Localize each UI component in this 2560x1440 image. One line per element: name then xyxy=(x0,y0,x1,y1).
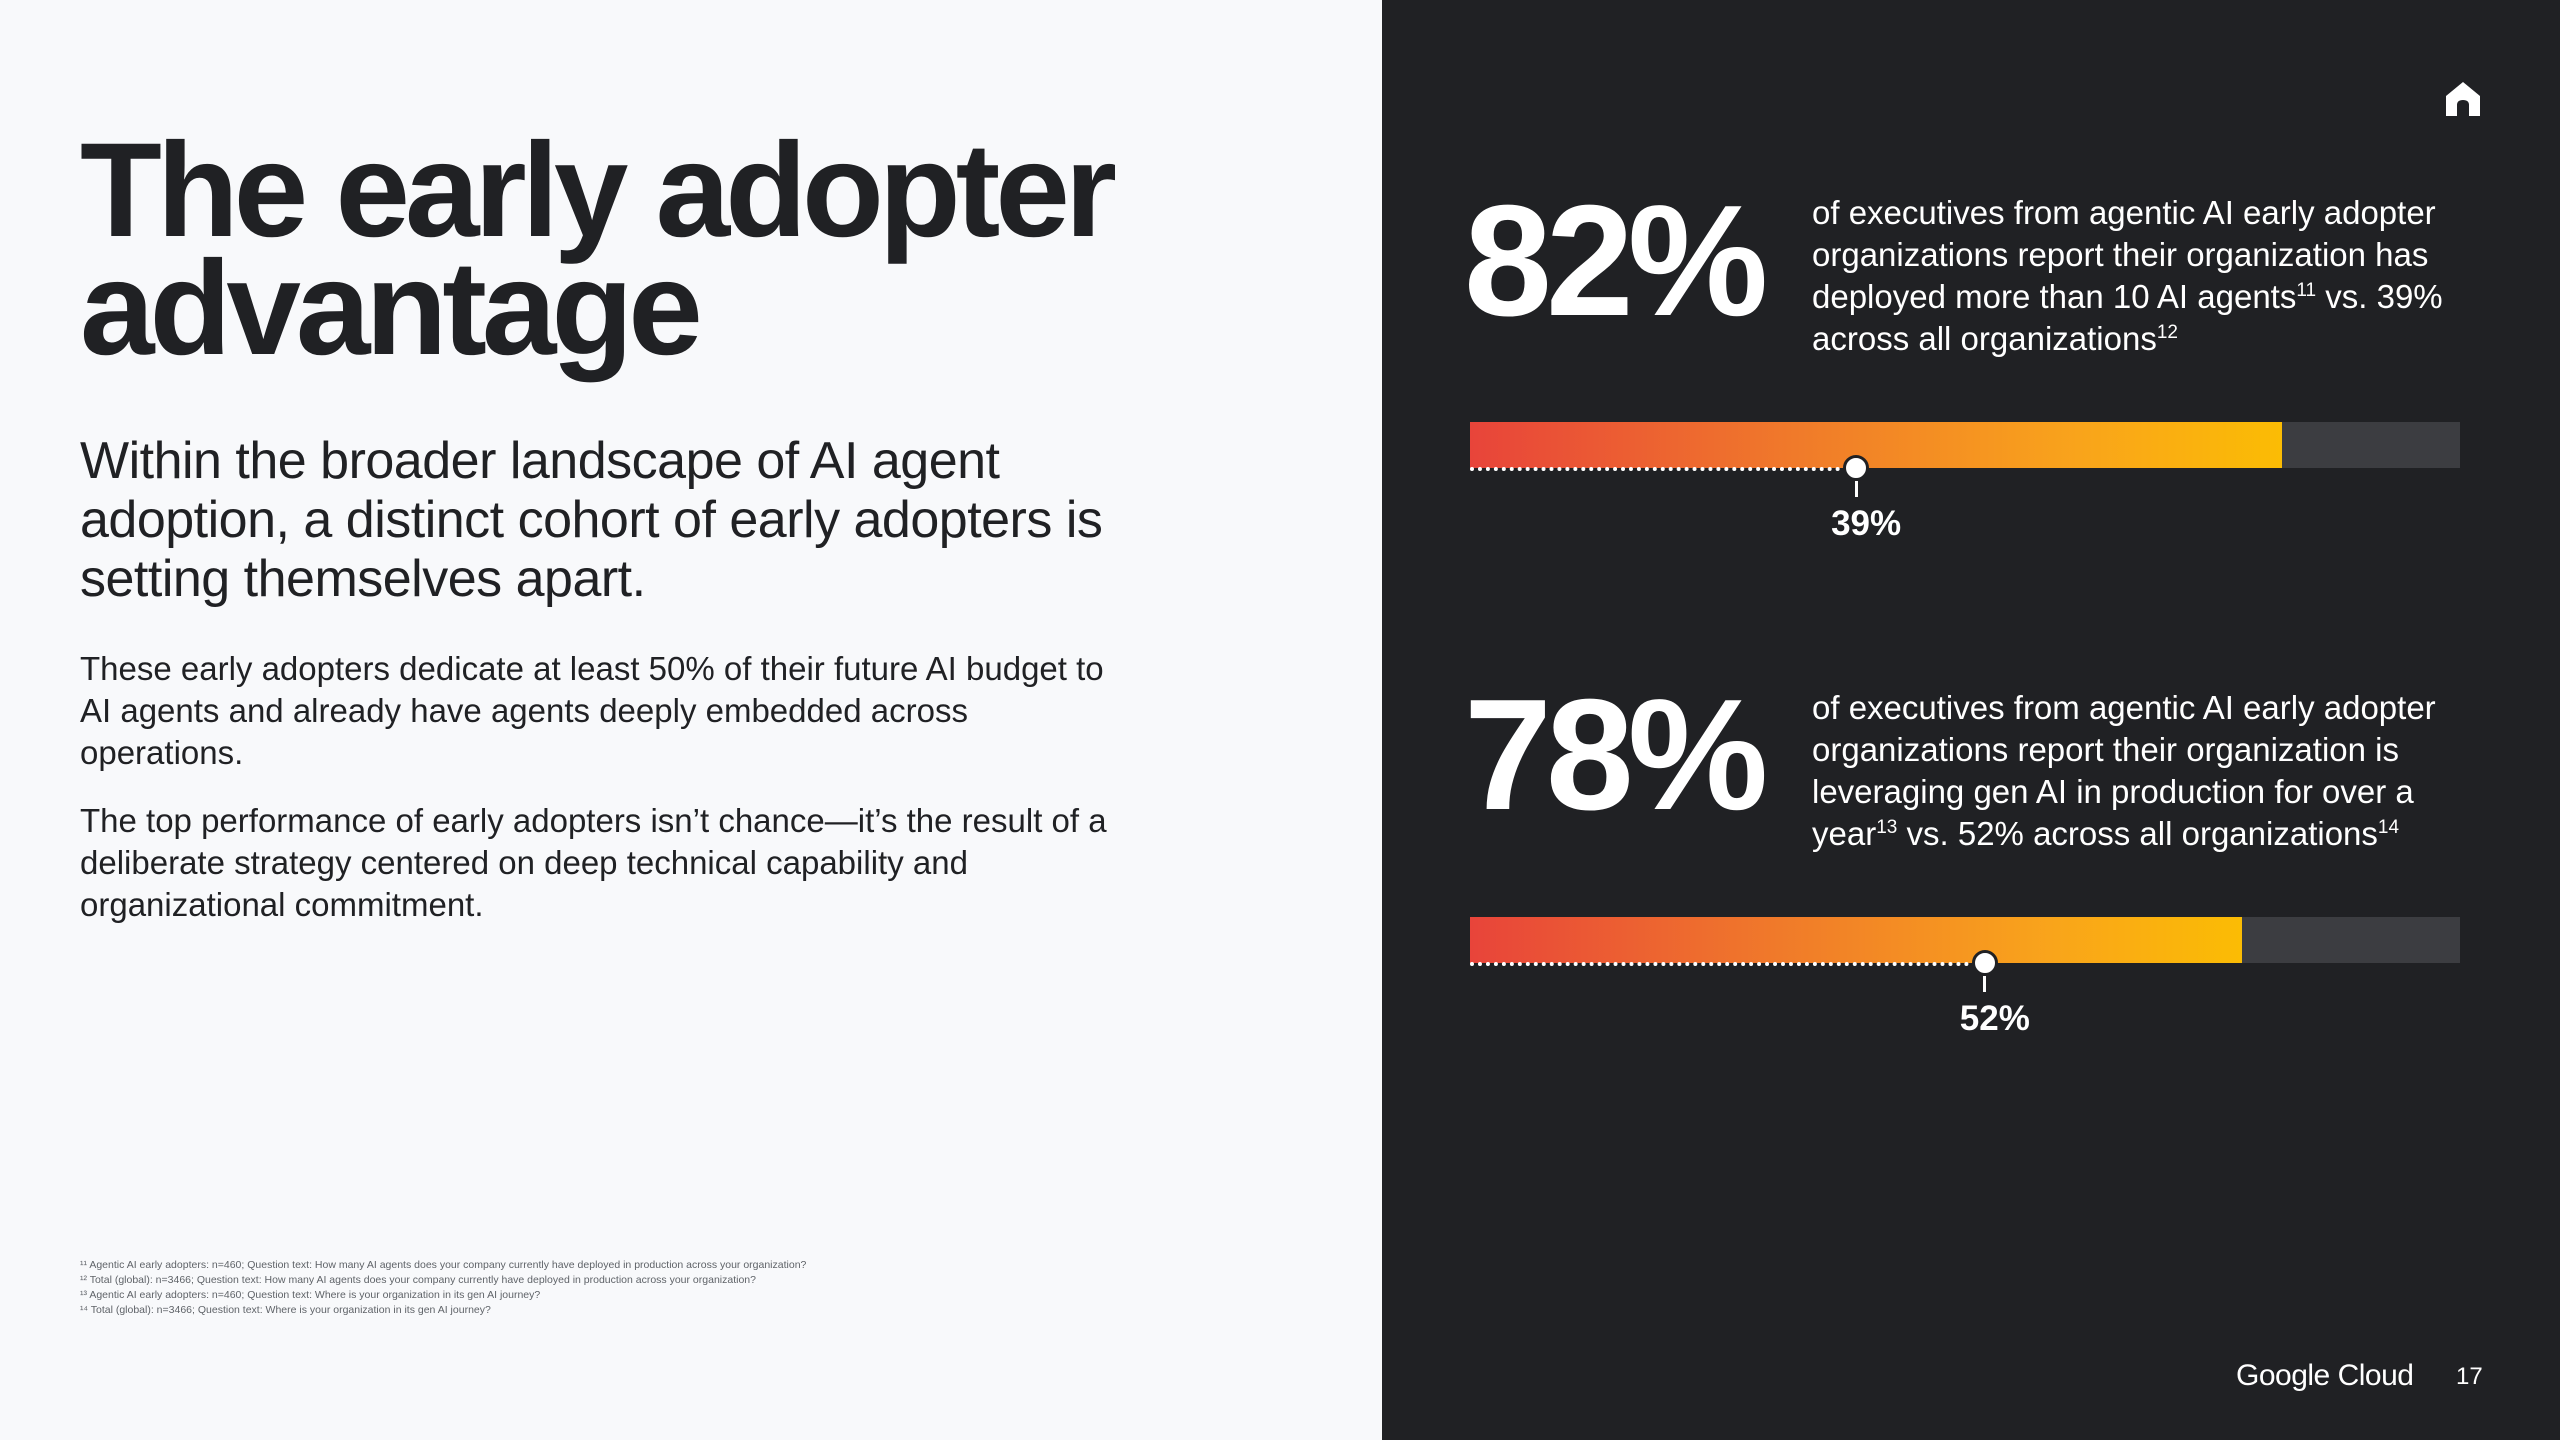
footnote-14: ¹⁴ Total (global): n=3466; Question text… xyxy=(80,1304,491,1316)
stat-1-desc-b: vs. 39% across all organizations xyxy=(1812,278,2443,357)
stat-2-description: of executives from agentic AI early adop… xyxy=(1812,687,2472,855)
stat-2-bar-fill xyxy=(1470,917,2243,963)
title-line-2: advantage xyxy=(80,234,703,383)
stat-2-comparison-dots xyxy=(1470,962,1985,966)
footnotes: ¹¹ Agentic AI early adopters: n=460; Que… xyxy=(80,1258,1180,1318)
stat-1-marker-stem xyxy=(1854,481,1858,497)
stat-2-sup-a: 13 xyxy=(1876,817,1898,838)
footnote-11: ¹¹ Agentic AI early adopters: n=460; Que… xyxy=(80,1259,807,1271)
right-panel xyxy=(1382,0,2560,1440)
stat-1-bar-fill xyxy=(1470,422,2282,468)
stat-1-description: of executives from agentic AI early adop… xyxy=(1812,192,2472,360)
stat-1-comparison-dots xyxy=(1470,467,1857,471)
stat-1-sup-b: 12 xyxy=(2156,322,2178,343)
stat-2-marker-stem xyxy=(1983,976,1987,992)
stat-1-comparison-marker xyxy=(1843,455,1870,481)
stat-1-desc-a: of executives from agentic AI early adop… xyxy=(1812,194,2436,315)
stat-1-sup-a: 11 xyxy=(2296,280,2317,301)
stat-2-desc-a: of executives from agentic AI early adop… xyxy=(1812,689,2436,852)
title-line-1: The early adopter xyxy=(80,116,1117,265)
stat-2-comparison-label: 52% xyxy=(1959,999,2030,1038)
stat-2-comparison-marker xyxy=(1971,950,1998,976)
page-number: 17 xyxy=(2456,1363,2483,1390)
stat-2-bar-track: 52% xyxy=(1470,917,2460,1038)
page-title: The early adopter advantage xyxy=(80,124,1280,376)
footnote-13: ¹³ Agentic AI early adopters: n=460; Que… xyxy=(80,1289,541,1301)
google-cloud-logo: Google Cloud xyxy=(2236,1359,2414,1392)
stat-1-bar-track: 39% xyxy=(1470,422,2460,543)
home-icon[interactable] xyxy=(2444,80,2482,118)
stat-2-sup-b: 14 xyxy=(2377,817,2400,838)
footnote-12: ¹² Total (global): n=3466; Question text… xyxy=(80,1274,756,1286)
stat-1-comparison-label: 39% xyxy=(1831,504,1902,543)
subtitle: Within the broader landscape of AI agent… xyxy=(80,432,1103,608)
body-paragraph-2: The top performance of early adopters is… xyxy=(80,802,1107,923)
body-paragraph-1: These early adopters dedicate at least 5… xyxy=(80,650,1104,771)
stat-2-desc-b: vs. 52% across all organizations xyxy=(1897,815,2378,852)
stat-2-value: 78% xyxy=(1464,667,1768,843)
left-panel: The early adopter advantage Within the b… xyxy=(80,123,1280,1318)
stat-1-value: 82% xyxy=(1464,173,1768,349)
